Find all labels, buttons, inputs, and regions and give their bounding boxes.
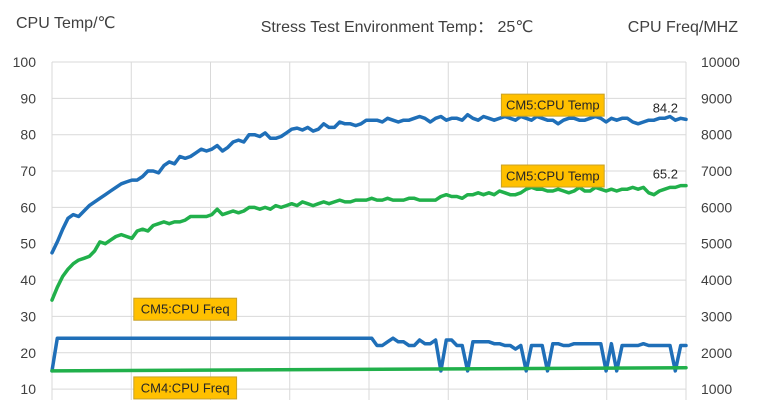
y-right-tick-label: 5000: [701, 236, 732, 252]
y-left-tick-label: 50: [20, 236, 36, 252]
y-left-axis-label: CPU Temp/℃: [16, 15, 116, 32]
y-left-tick-label: 80: [20, 127, 36, 143]
series-line-2: [50, 336, 688, 373]
y-left-tick-label: 70: [20, 163, 36, 179]
annotation-text: CM5:CPU Temp: [506, 98, 600, 113]
chart-title: Stress Test Environment Temp： 25℃: [261, 19, 534, 36]
y-right-tick-label: 4000: [701, 272, 732, 288]
annotation-text: CM5:CPU Freq: [141, 302, 230, 317]
y-left-tick-label: 40: [20, 272, 36, 288]
y-left-tick-label: 60: [20, 199, 36, 215]
y-right-tick-label: 1000: [701, 381, 732, 397]
annotation-callout: CM5:CPU Temp: [500, 93, 605, 117]
tick-labels: 100 10000 90 9000 80 8000 70 7000 60 6000 50 5000 40…: [13, 54, 741, 397]
annotation-box: [133, 297, 238, 321]
annotation-box: [500, 93, 605, 117]
y-right-tick-label: 10000: [701, 54, 740, 70]
annotation-box: [133, 376, 238, 400]
y-right-tick-label: 9000: [701, 90, 732, 106]
y-right-tick-label: 3000: [701, 308, 732, 324]
y-left-tick-label: 20: [20, 345, 36, 361]
y-left-tick-label: 10: [20, 381, 36, 397]
y-right-tick-label: 2000: [701, 345, 732, 361]
y-right-tick-label: 7000: [701, 163, 732, 179]
annotation-callout: CM5:CPU Freq: [133, 297, 238, 321]
series-group: [50, 112, 688, 373]
annotations: CM5:CPU Temp CM5:CPU Temp CM5:CPU Freq CM4:…: [133, 93, 605, 400]
annotation-callout: CM5:CPU Temp: [500, 164, 605, 188]
end-labels: 84.2 65.2: [653, 100, 678, 181]
series-line-0: [50, 112, 688, 255]
annotation-box: [500, 164, 605, 188]
series-line-3: [50, 365, 688, 373]
y-right-axis-label: CPU Freq/MHZ: [628, 19, 738, 36]
y-left-tick-label: 100: [13, 54, 37, 70]
series-line-1: [50, 183, 688, 302]
annotation-callout: CM4:CPU Freq: [133, 376, 238, 400]
series-end-value-label: 65.2: [653, 167, 678, 182]
y-left-tick-label: 30: [20, 308, 36, 324]
annotation-text: CM5:CPU Temp: [506, 169, 600, 184]
y-right-tick-label: 6000: [701, 199, 732, 215]
annotation-text: CM4:CPU Freq: [141, 380, 230, 395]
y-right-tick-label: 8000: [701, 127, 732, 143]
y-left-tick-label: 90: [20, 90, 36, 106]
grid-lines: [51, 61, 687, 400]
series-end-value-label: 84.2: [653, 100, 678, 115]
